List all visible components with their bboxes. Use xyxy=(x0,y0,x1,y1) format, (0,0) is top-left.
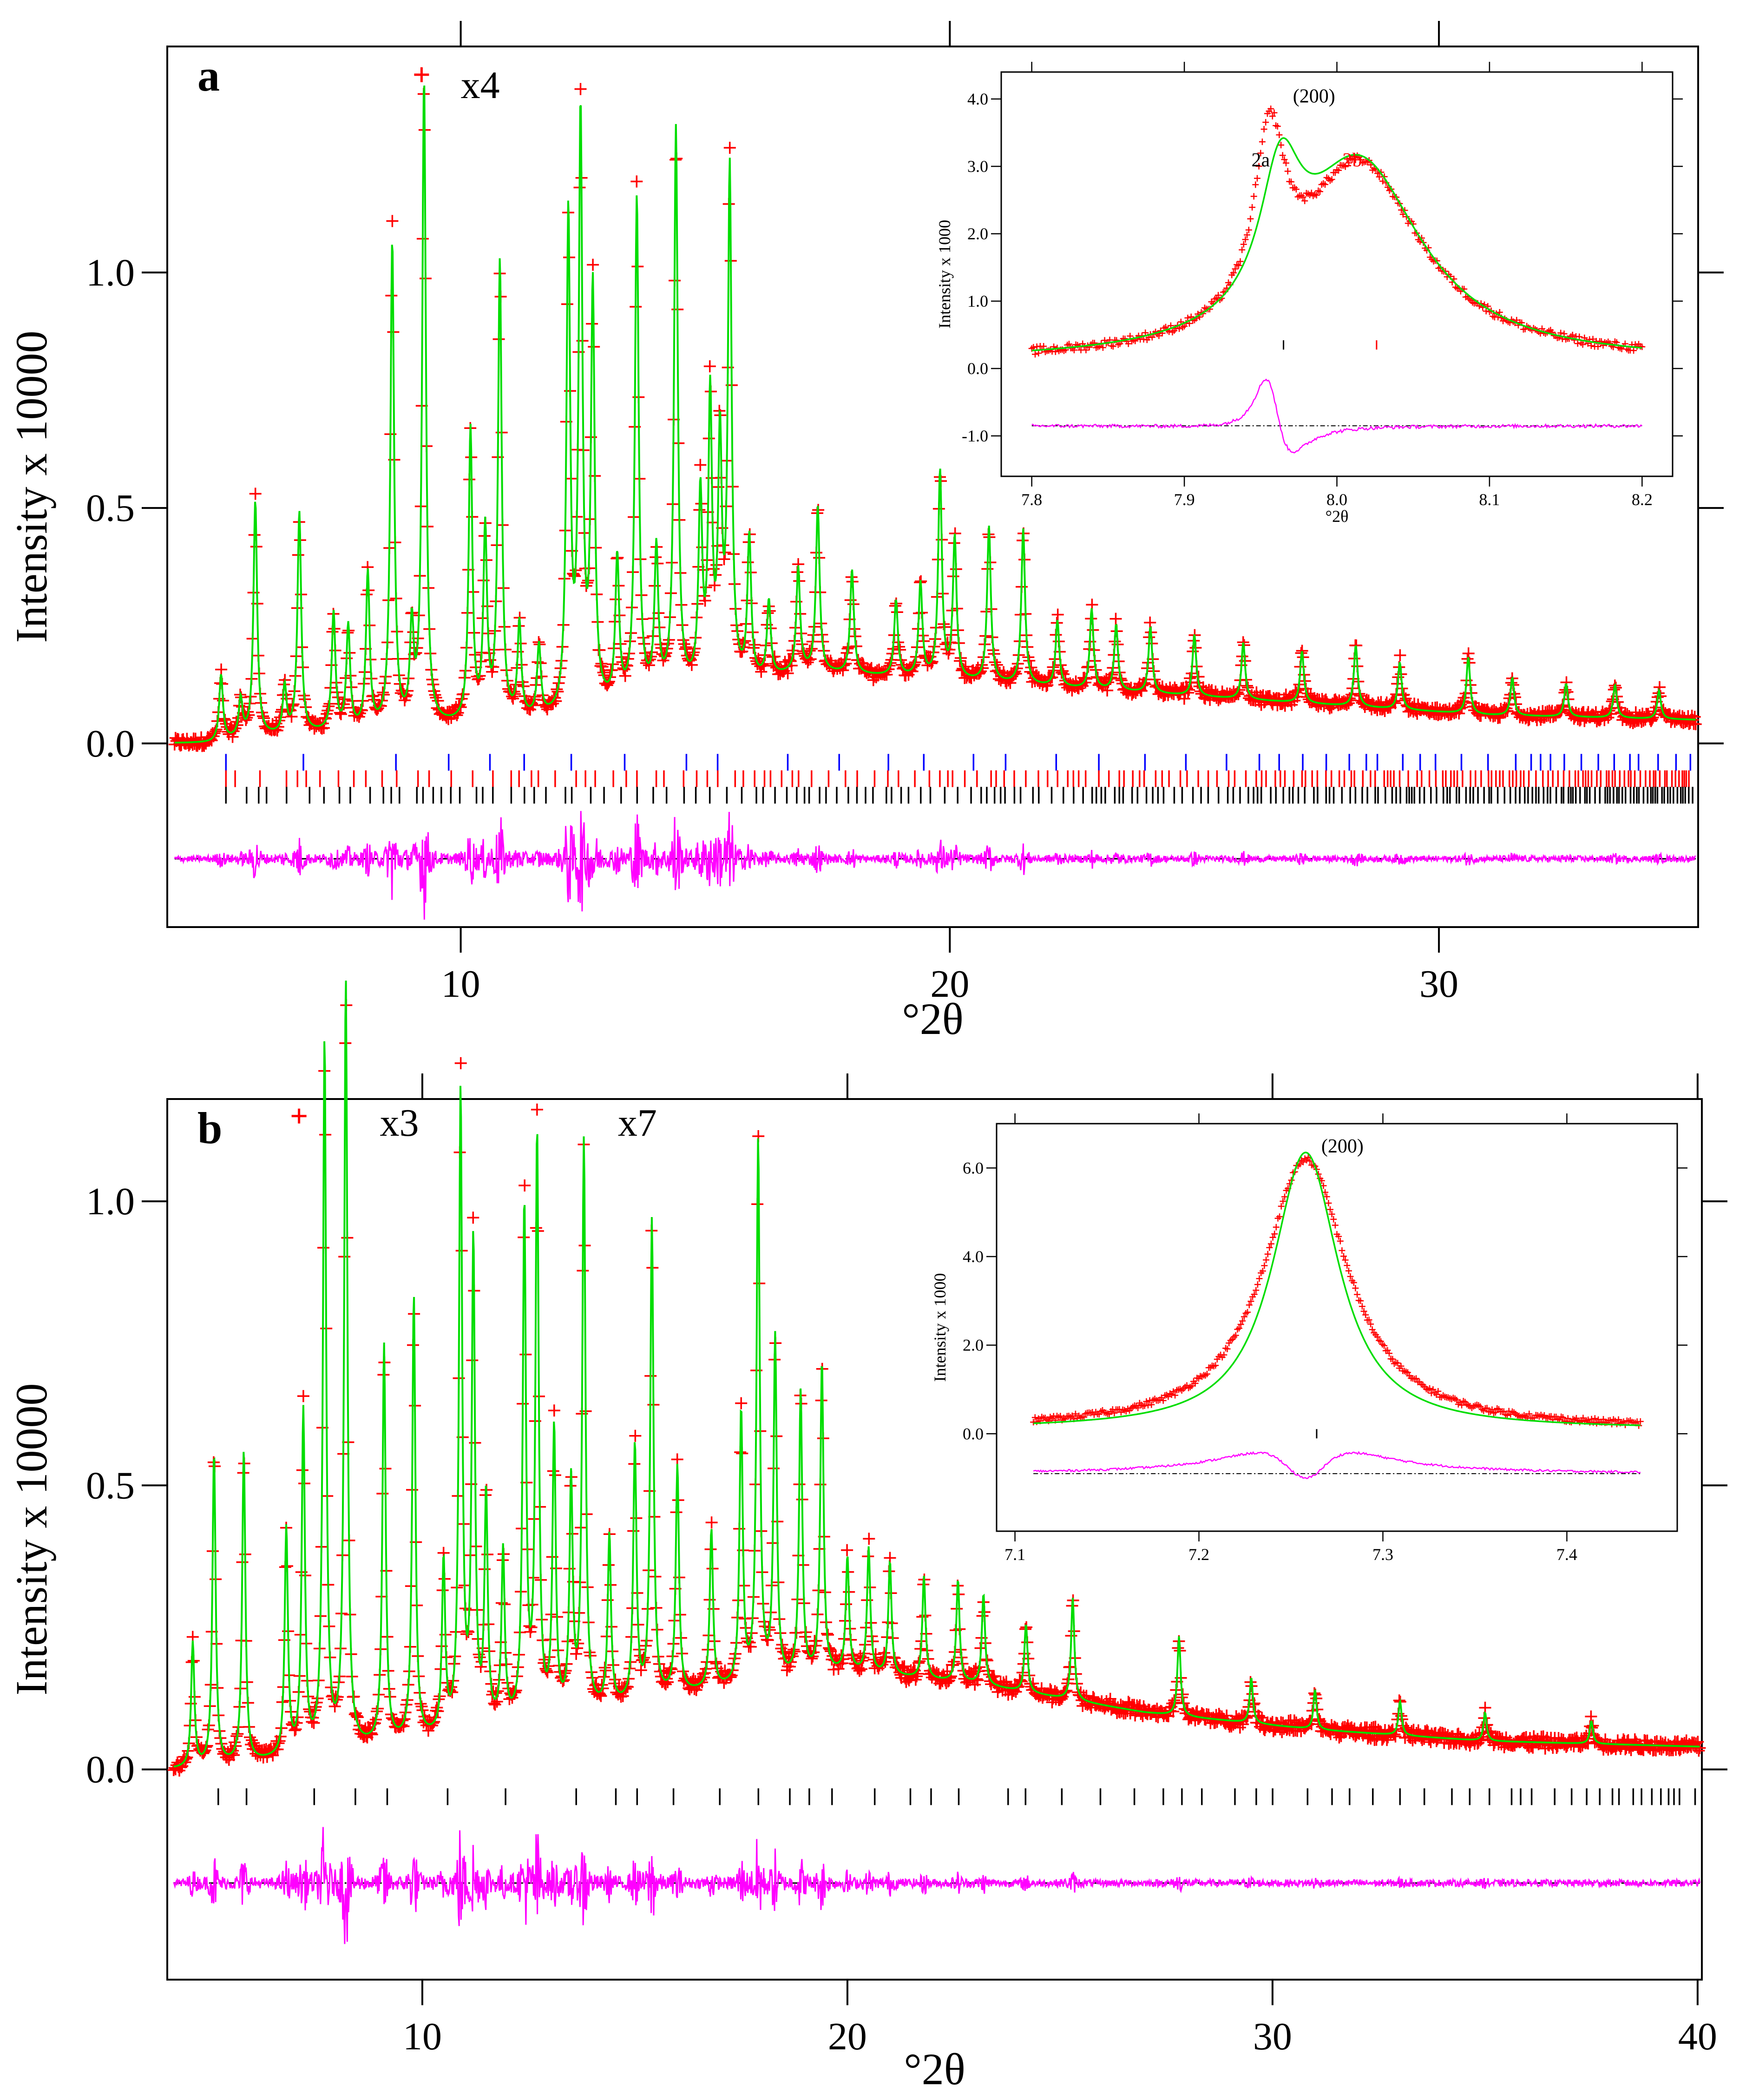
inset-peak-label: (200) xyxy=(1293,86,1335,107)
inset-y-tick-label: 6.0 xyxy=(963,1159,984,1177)
inset-x-tick-label: 7.4 xyxy=(1556,1545,1577,1564)
inset-y-tick-label: 4.0 xyxy=(967,90,988,108)
inset-difference-series xyxy=(1031,378,1642,454)
inset-x-tick-label: 7.2 xyxy=(1188,1545,1209,1564)
reflection-ticks xyxy=(225,770,1690,787)
inset-y-tick-label: 0.0 xyxy=(963,1424,984,1443)
inset-y-tick-label: 2.0 xyxy=(963,1336,984,1355)
inset-x-tick-label: 8.0 xyxy=(1326,490,1347,509)
inset-x-tick-label: 7.9 xyxy=(1174,490,1195,509)
y-axis-title: Intensity x 10000 xyxy=(7,1383,56,1696)
inset-peak-label: 2a xyxy=(1251,150,1270,171)
reflection-ticks xyxy=(225,787,1693,804)
panel-label: a xyxy=(197,51,220,100)
y-tick-label: 0.5 xyxy=(86,487,135,530)
inset-a: 7.8 7.9 8.0 8.1 8.2 -1.0 0.0 1.0 2.0 3.0 4.0 Intens… xyxy=(935,62,1683,526)
calculated-series xyxy=(173,981,1700,1768)
difference-series xyxy=(174,811,1696,920)
panel-b: 10 20 30 40 0.0 0.5 1.0 Intensity x 10000 °2θ b x3… xyxy=(7,981,1727,2094)
y-axis-title: Intensity x 10000 xyxy=(7,331,56,643)
scale-annotation: x4 xyxy=(461,64,500,107)
inset-calculated-series xyxy=(1031,137,1642,352)
plot-frame xyxy=(166,1098,1703,1981)
inset-y-axis-title: Intensity x 1000 xyxy=(935,220,954,329)
reflection-ticks xyxy=(225,754,1692,771)
inset-observed-series xyxy=(1028,105,1646,358)
inset-observed-series xyxy=(1030,1154,1644,1429)
y-tick-label: 1.0 xyxy=(86,1180,135,1223)
x-axis-title: °2θ xyxy=(902,994,963,1044)
x-tick-label: 20 xyxy=(930,962,969,1006)
inset-b: 7.1 7.2 7.3 7.4 0.0 2.0 4.0 6.0 Intensity x 1000… xyxy=(931,1113,1687,1564)
inset-difference-series xyxy=(1033,1451,1641,1479)
inset-y-tick-label: -1.0 xyxy=(962,427,988,445)
panel-a: 10 20 30 0.0 0.5 1.0 Intensity x 10000 °2θ a x4 7.… xyxy=(7,21,1724,1044)
inset-peak-label: 2b xyxy=(1342,150,1362,171)
scale-annotation: x7 xyxy=(618,1101,657,1145)
observed-legend-marker xyxy=(291,1108,307,1124)
inset-y-tick-label: 3.0 xyxy=(967,157,988,176)
y-tick-label: 0.0 xyxy=(86,1748,135,1791)
calculated-series xyxy=(174,86,1696,744)
inset-x-tick-label: 7.8 xyxy=(1021,490,1042,509)
inset-y-tick-label: 1.0 xyxy=(967,292,988,310)
x-tick-label: 10 xyxy=(441,962,480,1006)
inset-y-tick-label: 0.0 xyxy=(967,359,988,378)
y-tick-label: 0.5 xyxy=(86,1464,135,1507)
inset-peak-label: (200) xyxy=(1321,1136,1364,1157)
x-tick-label: 30 xyxy=(1253,2015,1292,2058)
inset-x-tick-label: 7.3 xyxy=(1372,1545,1393,1564)
x-tick-label: 30 xyxy=(1419,962,1458,1006)
inset-y-tick-label: 2.0 xyxy=(967,224,988,243)
panel-label: b xyxy=(197,1103,222,1153)
x-tick-label: 10 xyxy=(403,2015,442,2058)
inset-calculated-series xyxy=(1033,1152,1641,1426)
inset-frame xyxy=(996,1123,1678,1532)
y-tick-label: 1.0 xyxy=(86,251,135,294)
plot-frame xyxy=(166,46,1699,928)
y-tick-label: 0.0 xyxy=(86,722,135,765)
inset-y-tick-label: 4.0 xyxy=(963,1247,984,1266)
difference-series xyxy=(173,1827,1700,1944)
reflection-ticks xyxy=(217,1788,1696,1805)
inset-y-axis-title: Intensity x 1000 xyxy=(931,1273,949,1382)
observed-legend-marker xyxy=(414,67,429,82)
x-tick-label: 20 xyxy=(828,2015,867,2058)
x-tick-label: 40 xyxy=(1678,2015,1717,2058)
inset-x-axis-title: °2θ xyxy=(1326,507,1349,526)
inset-frame xyxy=(1000,71,1674,477)
scale-annotation: x3 xyxy=(380,1101,419,1145)
inset-x-tick-label: 8.2 xyxy=(1632,490,1653,509)
inset-x-tick-label: 8.1 xyxy=(1479,490,1500,509)
x-axis-title: °2θ xyxy=(904,2044,965,2094)
inset-x-tick-label: 7.1 xyxy=(1004,1545,1025,1564)
